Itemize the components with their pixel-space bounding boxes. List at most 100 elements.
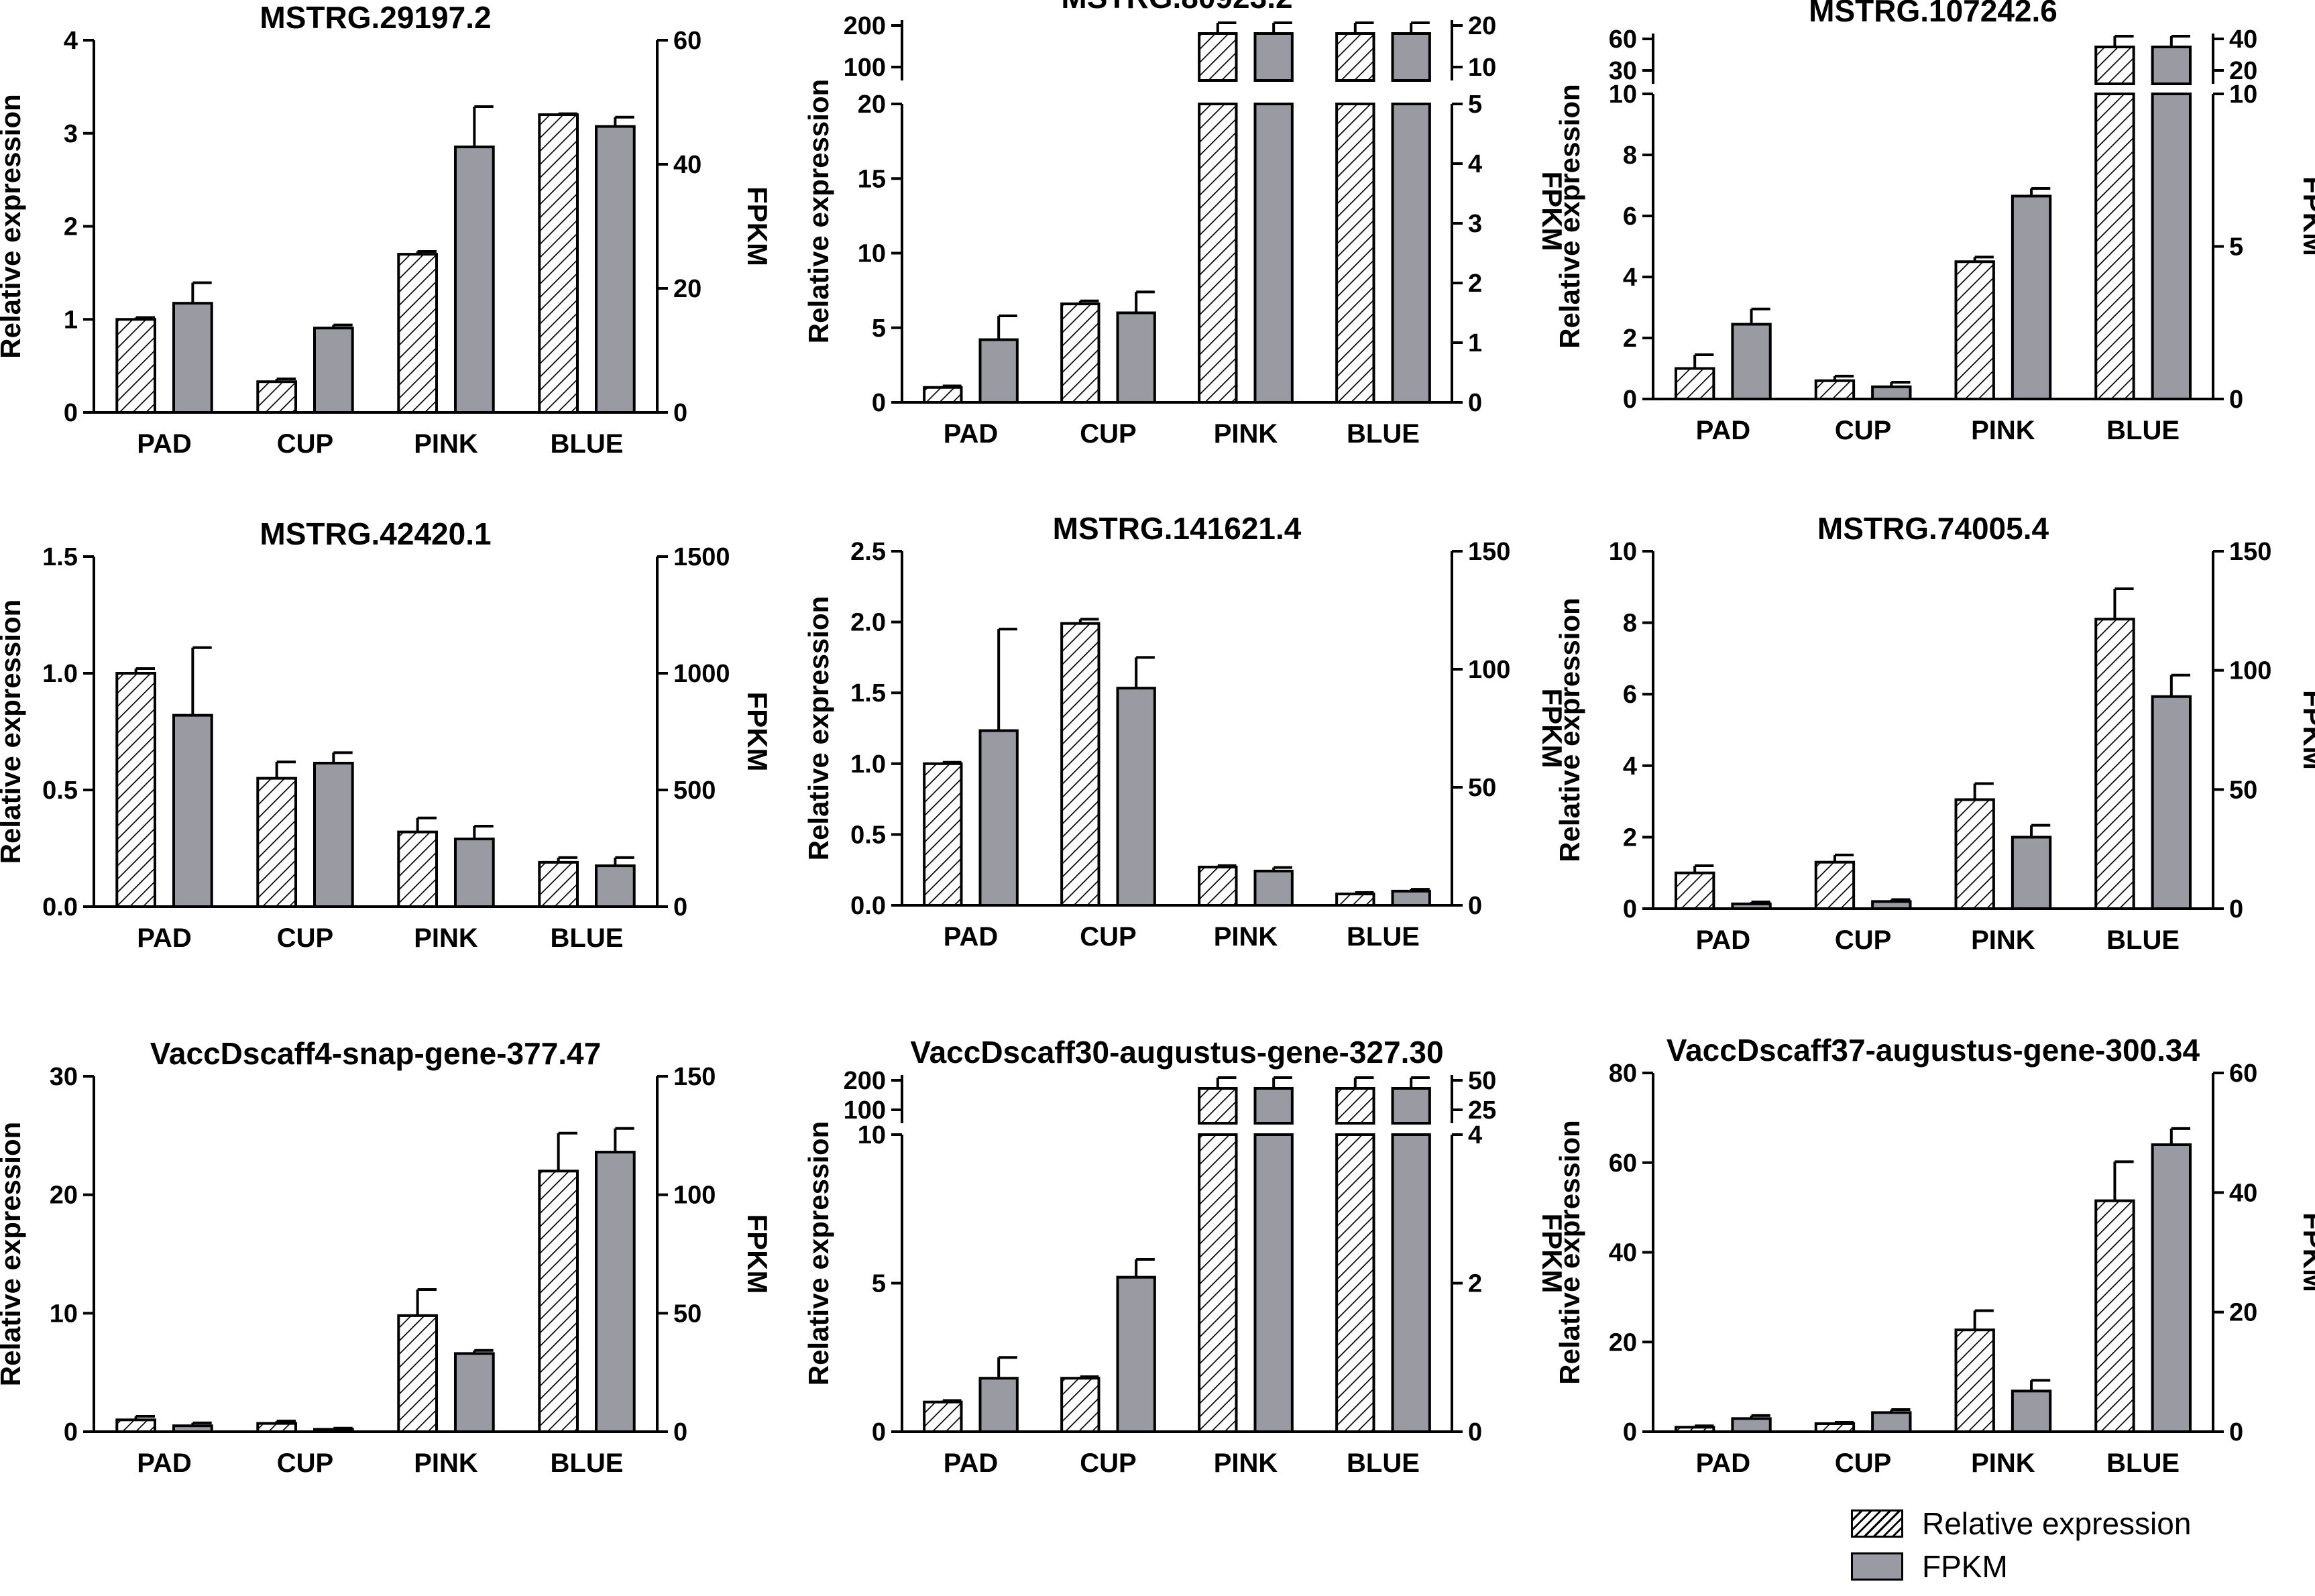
chart3-ytick-label: 2 <box>1623 325 1637 353</box>
chart7-bar-fpkm <box>454 1352 495 1434</box>
chart9-xtick-label: PINK <box>1971 1448 2035 1478</box>
chart3-bar-relative <box>1675 367 1715 400</box>
chart8-upper-y2tick-label: 25 <box>1468 1096 1496 1125</box>
chart3-y2label: FPKM <box>2298 176 2315 256</box>
chart3-y2tick-label: 5 <box>2229 233 2243 262</box>
chart3-y2tick-label: 0 <box>2229 386 2243 414</box>
chart1-title: MSTRG.29197.2 <box>260 0 491 35</box>
chart3-ytick-label: 10 <box>1609 80 1637 109</box>
chart8-y2label: FPKM <box>1536 1214 1568 1294</box>
legend-swatch-hatched <box>1851 1509 1903 1538</box>
chart7-y2tick-label: 100 <box>673 1182 716 1210</box>
chart3-upper-y2tick-label: 40 <box>2229 25 2257 54</box>
chart1-ytick-label: 4 <box>64 27 78 55</box>
chart5-bar-relative <box>1335 893 1375 907</box>
chart3-xtick-label: PINK <box>1971 416 2035 445</box>
chart8-bar-fpkm <box>978 1377 1019 1434</box>
chart8-bar-relative <box>923 1400 963 1433</box>
chart7-xtick-label: PINK <box>414 1448 478 1478</box>
chart3-ytick-label: 6 <box>1623 203 1637 231</box>
chart1-y2tick-label: 0 <box>673 399 687 427</box>
chart4-y2label: FPKM <box>742 692 773 772</box>
chart3-ytick-label: 0 <box>1623 386 1637 414</box>
chart7-y2tick-label: 150 <box>673 1063 716 1091</box>
chart9-y2label: FPKM <box>2298 1212 2315 1292</box>
chart4-bar-fpkm <box>172 714 213 908</box>
chart1-bar-relative <box>115 318 157 414</box>
chart4-ytick-label: 1.5 <box>42 543 78 571</box>
chart9-y2tick-label: 20 <box>2229 1299 2257 1327</box>
chart6-title: MSTRG.74005.4 <box>1817 511 2049 546</box>
chart2-bar-relative <box>1335 103 1375 404</box>
chart2-upper-y2tick-label: 20 <box>1468 12 1496 40</box>
chart2-bar-relative-upper <box>1198 32 1238 82</box>
chart6-bar-fpkm <box>1871 900 1912 910</box>
chart5-bar-relative <box>1198 865 1238 907</box>
chart7-y2label: FPKM <box>742 1214 773 1294</box>
chart1-bar-fpkm <box>595 125 636 414</box>
chart1-ytick-label: 2 <box>64 213 78 241</box>
legend-item-fpkm: FPKM <box>1851 1545 2294 1588</box>
chart3-bar-relative <box>2094 93 2135 400</box>
chart4-xtick-label: PAD <box>137 923 191 953</box>
chart8-bar-fpkm-upper <box>1391 1087 1431 1125</box>
chart3-bar-relative-upper <box>2094 46 2135 85</box>
chart2-bar-relative <box>1198 103 1238 404</box>
chart5-bar-fpkm <box>978 729 1019 907</box>
chart8-bar-fpkm <box>1116 1275 1156 1434</box>
chart8-xtick-label: BLUE <box>1347 1448 1420 1478</box>
chart8-bar-fpkm <box>1253 1133 1294 1433</box>
chart5-y2tick-label: 0 <box>1468 892 1482 920</box>
chart4-xtick-label: BLUE <box>551 923 624 953</box>
chart2-ytick-label: 15 <box>858 165 886 193</box>
chart5-ytick-label: 0.0 <box>850 892 886 920</box>
chart6-ytick-label: 2 <box>1623 823 1637 852</box>
chart2-bar-fpkm <box>978 338 1019 404</box>
chart5-ytick-label: 2.5 <box>850 538 886 566</box>
chart1-ytick-label: 0 <box>64 399 78 427</box>
chart3-ytick-label: 4 <box>1623 264 1637 292</box>
chart1-xtick-label: PAD <box>137 429 191 459</box>
chart6-xtick-label: CUP <box>1835 925 1891 955</box>
chart6-bar-fpkm <box>2151 695 2192 910</box>
chart2-xtick-label: CUP <box>1080 419 1136 449</box>
chart7-ytick-label: 0 <box>64 1418 78 1446</box>
chart1-y2tick-label: 40 <box>673 151 701 179</box>
chart8-xtick-label: CUP <box>1080 1448 1136 1478</box>
chart8-bar-relative-upper <box>1198 1087 1238 1125</box>
chart6-bar-relative <box>1954 798 1995 911</box>
chart8-bar-fpkm-upper <box>1253 1087 1294 1125</box>
chart9-y2tick-label: 40 <box>2229 1179 2257 1207</box>
chart3-xtick-label: CUP <box>1835 416 1891 445</box>
chart7-ytick-label: 30 <box>50 1063 78 1091</box>
chart7-bar-relative <box>115 1418 157 1433</box>
chart1-bar-relative <box>256 380 297 414</box>
chart6-xtick-label: PAD <box>1696 925 1750 955</box>
chart2-xtick-label: BLUE <box>1347 419 1420 449</box>
chart6-ytick-label: 6 <box>1623 681 1637 709</box>
chart5-bar-fpkm <box>1116 687 1156 907</box>
chart7-ylabel: Relative expression <box>0 1122 26 1387</box>
chart9-xtick-label: BLUE <box>2106 1448 2180 1478</box>
chart5-bar-fpkm <box>1391 889 1431 907</box>
chart1-xtick-label: BLUE <box>551 429 624 459</box>
chart5-bar-fpkm <box>1253 869 1294 907</box>
chart4-bar-fpkm <box>595 864 636 908</box>
chart1-xtick-label: PINK <box>414 429 478 459</box>
chart7-bar-relative <box>538 1170 579 1434</box>
chart3-xtick-label: PAD <box>1696 416 1750 445</box>
chart8-bar-fpkm <box>1391 1133 1431 1433</box>
chart9-xtick-label: CUP <box>1835 1448 1891 1478</box>
chart4-bar-fpkm <box>313 761 354 908</box>
chart1-bar-fpkm <box>313 327 354 414</box>
chart9-ytick-label: 60 <box>1609 1149 1637 1178</box>
chart3-upper-ytick-label: 60 <box>1609 25 1637 54</box>
chart4-bar-relative <box>397 830 438 909</box>
chart7-xtick-label: PAD <box>137 1448 191 1478</box>
chart2-upper-y2tick-label: 10 <box>1468 54 1496 82</box>
chart4-xtick-label: CUP <box>277 923 333 953</box>
chart7-y2tick-label: 0 <box>673 1418 687 1446</box>
chart4-ylabel: Relative expression <box>0 600 26 864</box>
chart1-bar-fpkm <box>172 302 213 414</box>
chart7-bar-relative <box>256 1422 297 1433</box>
